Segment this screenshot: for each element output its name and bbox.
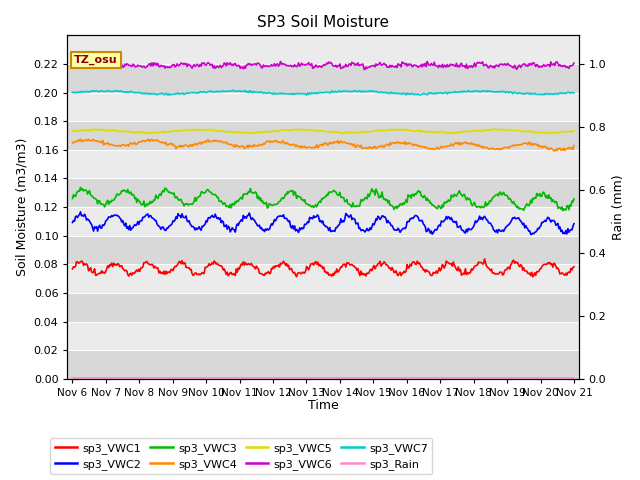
Text: TZ_osu: TZ_osu [74,55,118,65]
Bar [67,179,579,207]
Bar [67,350,579,379]
Title: SP3 Soil Moisture: SP3 Soil Moisture [257,15,389,30]
Bar [67,93,579,121]
Bar [67,64,579,93]
Bar [67,322,579,350]
Y-axis label: Rain (mm): Rain (mm) [612,174,625,240]
Bar [67,293,579,322]
Bar [67,236,579,264]
Bar [67,150,579,179]
Bar [67,207,579,236]
X-axis label: Time: Time [308,399,339,412]
Bar [67,121,579,150]
Legend: sp3_VWC1, sp3_VWC2, sp3_VWC3, sp3_VWC4, sp3_VWC5, sp3_VWC6, sp3_VWC7, sp3_Rain: sp3_VWC1, sp3_VWC2, sp3_VWC3, sp3_VWC4, … [51,438,433,474]
Y-axis label: Soil Moisture (m3/m3): Soil Moisture (m3/m3) [15,138,28,276]
Bar [67,264,579,293]
